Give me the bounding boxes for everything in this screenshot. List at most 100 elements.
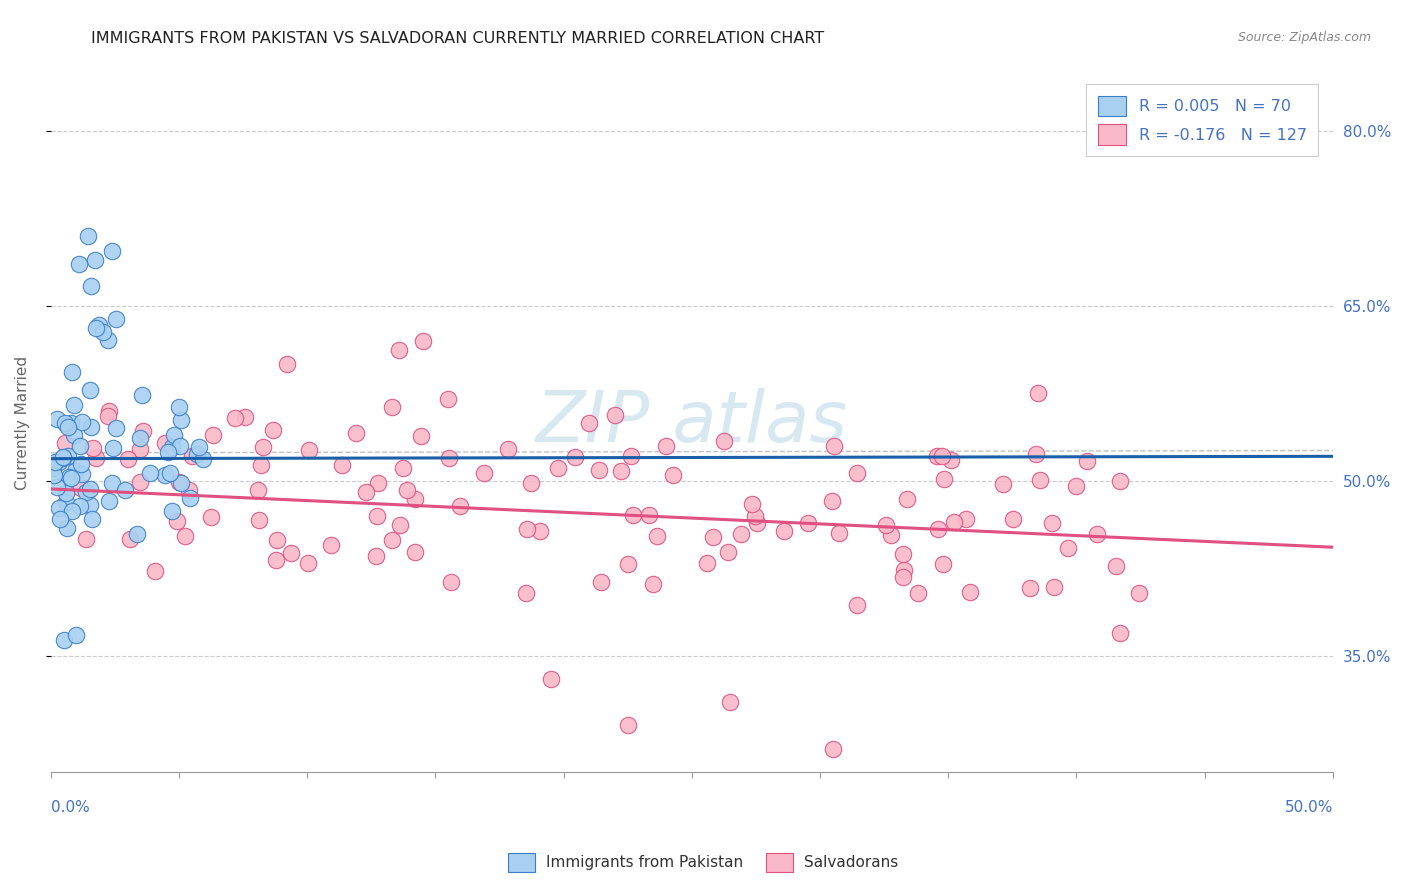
Point: [155, 435, 177, 450]
Point: [70, 415, 93, 429]
Point: [129, 442, 152, 456]
Point: [893, 563, 915, 577]
Point: [93, 325, 115, 339]
Point: [927, 522, 949, 536]
Point: [1043, 580, 1066, 594]
Point: [741, 497, 763, 511]
Point: [959, 584, 981, 599]
Point: [932, 557, 955, 571]
Point: [157, 445, 180, 459]
Point: [796, 516, 818, 530]
Point: [159, 466, 181, 480]
Point: [84, 450, 107, 465]
Point: [1028, 473, 1050, 487]
Point: [589, 574, 612, 589]
Point: [381, 533, 404, 547]
Point: [60, 416, 83, 430]
Point: [547, 461, 569, 475]
Point: [388, 343, 411, 358]
Point: [588, 462, 610, 476]
Point: [605, 409, 627, 423]
Point: [97, 409, 120, 423]
Point: [891, 547, 914, 561]
Point: [166, 514, 188, 528]
Point: [75, 485, 97, 500]
Point: [160, 504, 183, 518]
Point: [153, 467, 176, 482]
Point: [610, 464, 633, 478]
Point: [224, 410, 246, 425]
Point: [696, 556, 718, 570]
Point: [388, 517, 411, 532]
Point: [1066, 479, 1088, 493]
Point: [169, 439, 191, 453]
Point: [280, 546, 302, 560]
Point: [69, 439, 91, 453]
Point: [744, 508, 766, 523]
Point: [246, 483, 269, 498]
Point: [344, 425, 367, 440]
Point: [114, 483, 136, 497]
Point: [880, 527, 903, 541]
Point: [717, 544, 740, 558]
Point: [391, 461, 413, 475]
Point: [437, 451, 460, 466]
Point: [162, 440, 184, 454]
Point: [616, 718, 638, 732]
Point: [42, 460, 65, 475]
Point: [955, 512, 977, 526]
Point: [366, 509, 388, 524]
Point: [60, 366, 83, 380]
Point: [846, 598, 869, 612]
Point: [52, 450, 75, 464]
Point: [1105, 559, 1128, 574]
Point: [925, 449, 948, 463]
Point: [131, 388, 153, 402]
Point: [941, 452, 963, 467]
Point: [437, 392, 460, 407]
Point: [70, 457, 93, 471]
Point: [896, 491, 918, 506]
Point: [100, 476, 122, 491]
Point: [75, 532, 97, 546]
Point: [449, 500, 471, 514]
Point: [381, 401, 404, 415]
Point: [1109, 625, 1132, 640]
Point: [828, 525, 851, 540]
Point: [181, 450, 204, 464]
Point: [655, 439, 678, 453]
Point: [330, 458, 353, 473]
Point: [1025, 448, 1047, 462]
Point: [250, 458, 273, 472]
Point: [52, 450, 75, 465]
Point: [276, 357, 298, 371]
Point: [128, 475, 150, 489]
Point: [993, 477, 1015, 491]
Point: [69, 499, 91, 513]
Point: [79, 384, 101, 398]
Point: [186, 446, 208, 460]
Point: [718, 695, 741, 709]
Point: [395, 483, 418, 498]
Point: [80, 420, 103, 434]
Point: [169, 400, 191, 414]
Point: [67, 257, 90, 271]
Point: [48, 455, 70, 469]
Y-axis label: Currently Married: Currently Married: [15, 356, 30, 490]
Point: [63, 398, 86, 412]
Point: [170, 413, 193, 427]
Legend: Immigrants from Pakistan, Salvadorans: Immigrants from Pakistan, Salvadorans: [501, 845, 905, 880]
Point: [80, 512, 103, 526]
Point: [520, 475, 543, 490]
Point: [53, 416, 76, 430]
Point: [932, 472, 955, 486]
Point: [540, 672, 562, 686]
Point: [179, 491, 201, 505]
Point: [1076, 454, 1098, 468]
Point: [145, 565, 167, 579]
Point: [60, 504, 83, 518]
Point: [56, 521, 79, 535]
Point: [1109, 474, 1132, 488]
Point: [233, 410, 256, 425]
Point: [638, 508, 661, 523]
